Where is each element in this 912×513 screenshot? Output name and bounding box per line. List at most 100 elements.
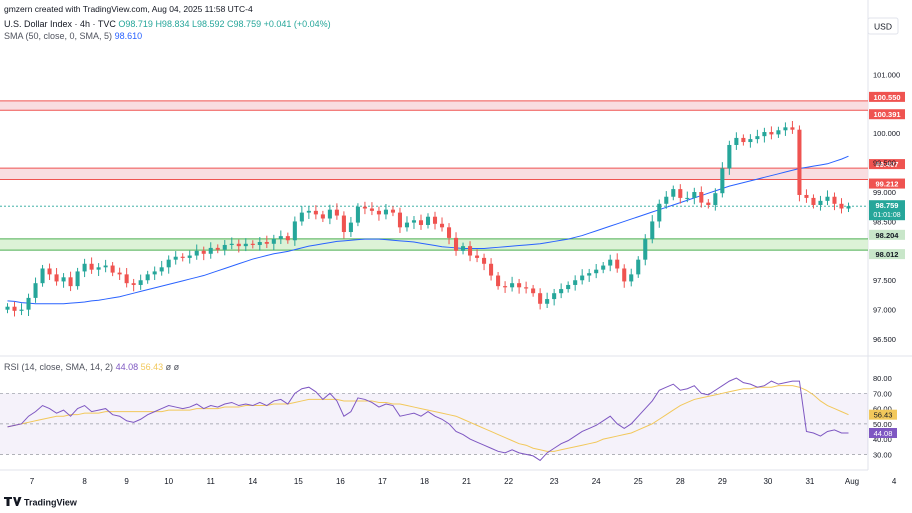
candle	[608, 254, 613, 272]
candle-body	[769, 132, 774, 135]
candle	[222, 240, 227, 256]
rsi-ma-line	[7, 385, 849, 452]
candle-body	[461, 246, 466, 251]
candle	[383, 204, 388, 220]
candle-body	[839, 203, 844, 209]
candle	[748, 134, 753, 148]
candle	[439, 217, 445, 232]
zone-price-label: 99.407	[876, 160, 899, 169]
candle-body	[531, 288, 536, 294]
candle	[769, 126, 774, 140]
candle-body	[61, 277, 66, 282]
rsi-extra: ø ø	[165, 362, 180, 372]
candle-body	[159, 267, 164, 272]
candle-body	[776, 130, 781, 135]
candle-body	[187, 255, 192, 258]
tradingview-logo: TradingView	[4, 497, 78, 508]
price-axis: 100.550 100.391 99.407 99.212 98.204 98.012 10…	[869, 70, 905, 344]
candle-body	[89, 263, 94, 270]
candle-body	[489, 263, 494, 276]
candle	[446, 223, 452, 245]
candle-body	[713, 193, 718, 205]
candle-body	[720, 168, 725, 194]
rsi-tick-label: 30.00	[873, 450, 892, 459]
candle	[236, 239, 241, 253]
price-tick-label: 100.000	[873, 129, 900, 138]
candle-body	[250, 243, 255, 245]
zone-price-label: 98.012	[876, 250, 899, 259]
last-price-group: 98.759 01:01:08	[869, 200, 905, 221]
candle	[713, 188, 718, 211]
candle	[208, 242, 213, 259]
zone-label-bg	[869, 159, 905, 170]
price-tick-label: 99.500	[873, 159, 896, 168]
candle	[629, 268, 634, 287]
candle	[671, 185, 676, 201]
candle	[468, 241, 473, 262]
candle-body	[327, 209, 332, 219]
rsi-legend[interactable]: RSI (14, close, SMA, 14, 2) 44.08 56.43 …	[4, 362, 179, 372]
candle	[313, 205, 318, 220]
symbol-title[interactable]: U.S. Dollar Index · 4h · TVC	[4, 19, 116, 29]
rsi-ma-axis-label: 56.43	[874, 411, 893, 420]
candle	[96, 263, 101, 277]
candle-body	[271, 239, 276, 244]
candle	[531, 284, 536, 297]
zone-support-2	[0, 238, 868, 251]
zone-label-bg	[869, 91, 905, 102]
candle	[552, 288, 557, 306]
rsi-tick-label: 50.00	[873, 420, 892, 429]
tv-logo-icon	[4, 497, 22, 506]
time-tick-label: 11	[207, 477, 216, 486]
candle-body	[439, 223, 445, 228]
candle-body	[496, 275, 501, 287]
candle-body	[748, 139, 753, 143]
candle-body	[559, 289, 564, 294]
candle-body	[594, 269, 599, 274]
candle-body	[68, 277, 73, 287]
candle	[327, 204, 332, 225]
time-tick-label: 14	[248, 477, 257, 486]
candle-body	[832, 196, 837, 204]
candle	[194, 244, 199, 260]
time-tick-label: 8	[82, 477, 87, 486]
candle	[783, 122, 788, 136]
candle-body	[538, 293, 543, 304]
price-tick-label: 99.000	[873, 188, 896, 197]
candle	[482, 253, 487, 271]
candle-body	[285, 236, 290, 241]
candle	[461, 242, 466, 255]
candle-body	[811, 197, 816, 205]
candle-body	[804, 194, 809, 198]
sma-value: 98.610	[114, 31, 143, 41]
sma-legend[interactable]: SMA (50, close, 0, SMA, 5) 98.610	[4, 31, 142, 41]
candle	[159, 260, 164, 276]
candle-body	[82, 263, 87, 272]
currency-badge[interactable]	[867, 17, 899, 35]
candle-body	[215, 247, 220, 250]
candle	[243, 238, 248, 252]
time-tick-label: 29	[718, 477, 727, 486]
last-price-label: 98.759	[876, 201, 899, 210]
last-price-countdown: 01:01:08	[873, 212, 900, 219]
zone-price-label: 100.550	[873, 93, 900, 102]
time-tick-label: 16	[336, 477, 345, 486]
candle-body	[657, 203, 662, 222]
candle	[201, 246, 206, 261]
zone-label-bg	[869, 178, 905, 189]
candle-body	[573, 280, 578, 285]
candles-layer	[5, 120, 851, 317]
candle-body	[229, 243, 234, 245]
candle	[587, 268, 592, 282]
candle-body	[846, 206, 851, 209]
candle	[510, 276, 515, 292]
candle-body	[587, 273, 592, 276]
candle	[832, 192, 837, 211]
candle-body	[552, 293, 557, 300]
candle-body	[468, 246, 473, 256]
candle	[566, 281, 571, 293]
rsi-value: 44.08	[115, 362, 139, 372]
time-tick-label: 28	[676, 477, 685, 486]
candle	[432, 211, 438, 230]
